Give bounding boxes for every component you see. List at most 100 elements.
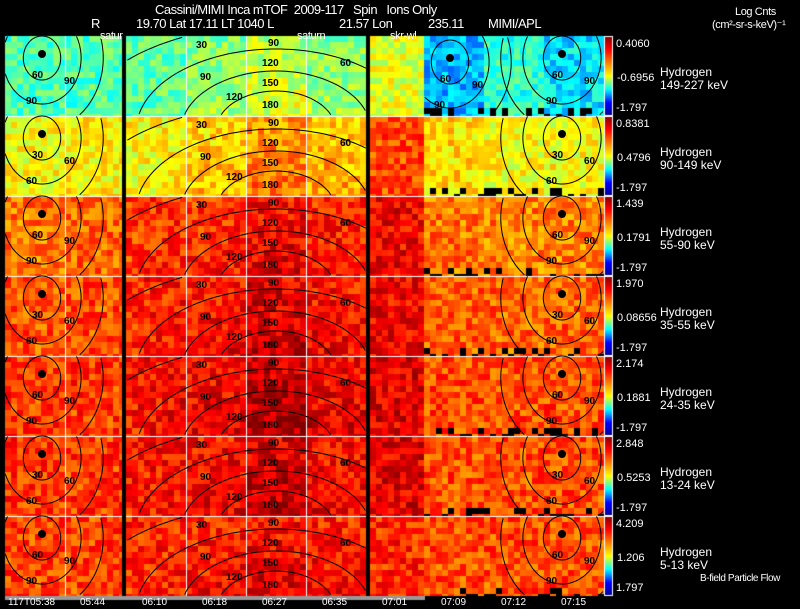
contour-label: 60 (32, 550, 44, 561)
contour-line (220, 410, 332, 435)
x-tick-label: 07:12 (501, 597, 527, 608)
contour-label: 60 (552, 550, 564, 561)
contour-line (22, 195, 62, 241)
contour-label: 90 (584, 76, 596, 87)
colorbar-min: 1.797 (616, 582, 644, 594)
contour-label: 150 (262, 78, 279, 89)
colorbar-min: -1.797 (616, 182, 648, 194)
contour-label: 60 (26, 176, 38, 187)
contour-line (138, 448, 367, 515)
contour-line (522, 276, 602, 345)
x-tick-label: 05:44 (80, 597, 106, 608)
row-species: Hydrogen (660, 545, 713, 559)
contour-line (220, 170, 332, 195)
bfield-marker (558, 370, 566, 378)
contour-label: 60 (340, 378, 352, 389)
contour-line (4, 516, 82, 585)
contour-label: 90 (26, 256, 38, 267)
contour-label: 90 (64, 236, 76, 247)
contour-label: 90 (26, 96, 38, 107)
contour-label: 120 (262, 218, 279, 229)
contour-label: 90 (268, 278, 280, 289)
contour-label: 30 (196, 520, 208, 531)
contour-label: 90 (268, 118, 280, 129)
contour-label: 120 (226, 252, 243, 263)
contour-line (184, 70, 366, 115)
footer-note: B-field Particle Flow (700, 573, 780, 584)
contour-line (542, 435, 582, 481)
contour-label: 90 (64, 76, 76, 87)
contour-label: 90 (584, 556, 596, 567)
contour-label: 90 (200, 472, 212, 483)
x-tick-label: 06:18 (202, 597, 228, 608)
colorbar-max: 0.4060 (616, 38, 650, 50)
contour-line (127, 36, 183, 61)
contour-line (184, 310, 366, 355)
units-title: Log Cnts (735, 6, 776, 18)
contour-label: 90 (64, 396, 76, 407)
contour-line (127, 516, 183, 541)
contour-line (500, 518, 604, 596)
contour-label: 60 (26, 336, 38, 347)
contour-line (424, 36, 490, 109)
contour-line (542, 35, 582, 81)
contour-line (220, 250, 332, 275)
contour-group: 30 60 60 30 60 60 90 120 150 180 30 90 120 60 (4, 435, 604, 516)
contour-label: 120 (262, 138, 279, 149)
r-label: R (91, 16, 100, 31)
contour-label: 120 (226, 92, 243, 103)
contour-line (522, 356, 602, 425)
contour-label: 60 (552, 70, 564, 81)
contour-line (22, 435, 62, 481)
row-energy: 13-24 keV (660, 478, 715, 492)
chart-title: Cassini/MIMI Inca mTOF 2009-117 Spin Ion… (155, 2, 437, 17)
contour-label: 30 (196, 40, 208, 51)
contour-line (542, 355, 582, 401)
x-tick-label: 06:35 (322, 597, 348, 608)
contour-label: 60 (64, 316, 76, 327)
contour-line (500, 198, 604, 276)
contour-group: 60 90 90 60 90 90 60 90 90 90 120 150 180 30 90 120 60 (4, 35, 604, 116)
contour-label: 30 (32, 310, 44, 321)
bfield-marker (558, 450, 566, 458)
contour-line (522, 196, 602, 265)
contour-line (138, 48, 367, 115)
colorbar-max: 2.848 (616, 438, 644, 450)
colorbar-max: 2.174 (616, 358, 644, 370)
row-species: Hydrogen (660, 225, 713, 239)
row-species: Hydrogen (660, 385, 713, 399)
contour-label: 30 (196, 280, 208, 291)
contour-group: 60 90 90 60 90 90 90 120 150 180 30 90 120 60 (4, 515, 604, 596)
contour-line (127, 356, 183, 381)
contour-line (542, 115, 582, 161)
contour-line (22, 275, 62, 321)
row-species: Hydrogen (660, 465, 713, 479)
bfield-marker (558, 530, 566, 538)
colorbar-min: -1.797 (616, 262, 648, 274)
contour-label: 60 (546, 496, 558, 507)
contour-group: 30 60 60 30 60 60 90 120 150 180 30 90 120 60 (4, 275, 604, 356)
credit: MIMI/APL (488, 16, 542, 31)
x-tick-label: 07:15 (561, 597, 587, 608)
contour-label: 90 (434, 100, 446, 111)
contour-line (138, 128, 367, 195)
row-energy: 90-149 keV (660, 158, 722, 172)
contour-label: 120 (226, 572, 243, 583)
contour-line (22, 115, 62, 161)
contour-label: 90 (268, 198, 280, 209)
contour-label: 90 (584, 236, 596, 247)
contour-label: 120 (226, 172, 243, 183)
contour-label: 120 (262, 538, 279, 549)
contour-label: 30 (196, 360, 208, 371)
contour-line (138, 208, 367, 275)
contour-label: 90 (268, 358, 280, 369)
bfield-marker (38, 450, 46, 458)
contour-label: 30 (196, 120, 208, 131)
contour-line (220, 570, 332, 595)
contour-label: 120 (262, 378, 279, 389)
contour-line (522, 516, 602, 585)
contour-line (542, 195, 582, 241)
x-tick-label: 06:27 (262, 597, 288, 608)
contour-line (184, 550, 366, 595)
bfield-marker (558, 290, 566, 298)
